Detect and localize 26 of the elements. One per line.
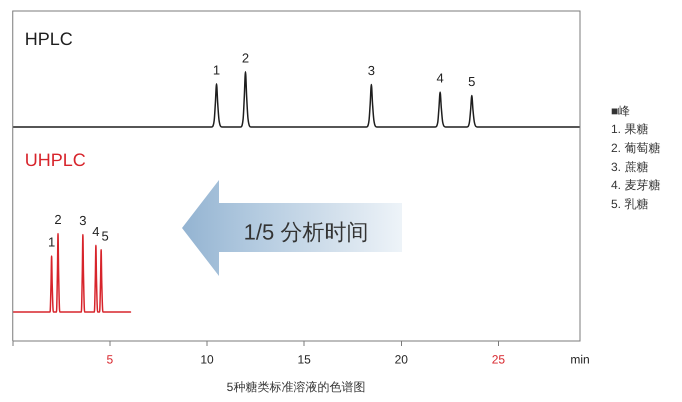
annotation: 2 xyxy=(54,212,62,228)
annotation: 5 xyxy=(468,74,476,90)
annotation: 1 xyxy=(212,62,220,78)
annotation: 4 xyxy=(436,70,444,86)
text: UHPLC xyxy=(24,150,86,170)
x-tick-label: 10 xyxy=(200,352,214,367)
annotation: 3 xyxy=(368,63,375,78)
text: 3. 蔗糖 xyxy=(611,160,648,174)
text: 4. 麦芽糖 xyxy=(611,178,660,193)
text: HPLC xyxy=(24,28,73,49)
annotation: 3 xyxy=(79,213,86,228)
annotation: 2 xyxy=(242,50,250,66)
annotation: 5 xyxy=(102,228,109,244)
text: 1. 果糖 xyxy=(611,122,648,138)
text: 5种糖类标准溶液的色谱图 xyxy=(226,380,366,395)
x-axis-title: min xyxy=(570,352,590,366)
text: 2. 葡萄糖 xyxy=(611,140,660,156)
x-tick-label: 5 xyxy=(106,352,114,367)
text: ■峰 xyxy=(611,104,630,119)
x-tick-label: 20 xyxy=(394,352,408,367)
x-tick-label: 15 xyxy=(297,352,312,367)
annotation: 1/5 分析时间 xyxy=(244,219,368,244)
annotation: 1 xyxy=(48,234,56,250)
annotation: 4 xyxy=(92,224,100,239)
text: 5. 乳糖 xyxy=(611,196,648,212)
x-tick-label: 25 xyxy=(492,352,506,367)
